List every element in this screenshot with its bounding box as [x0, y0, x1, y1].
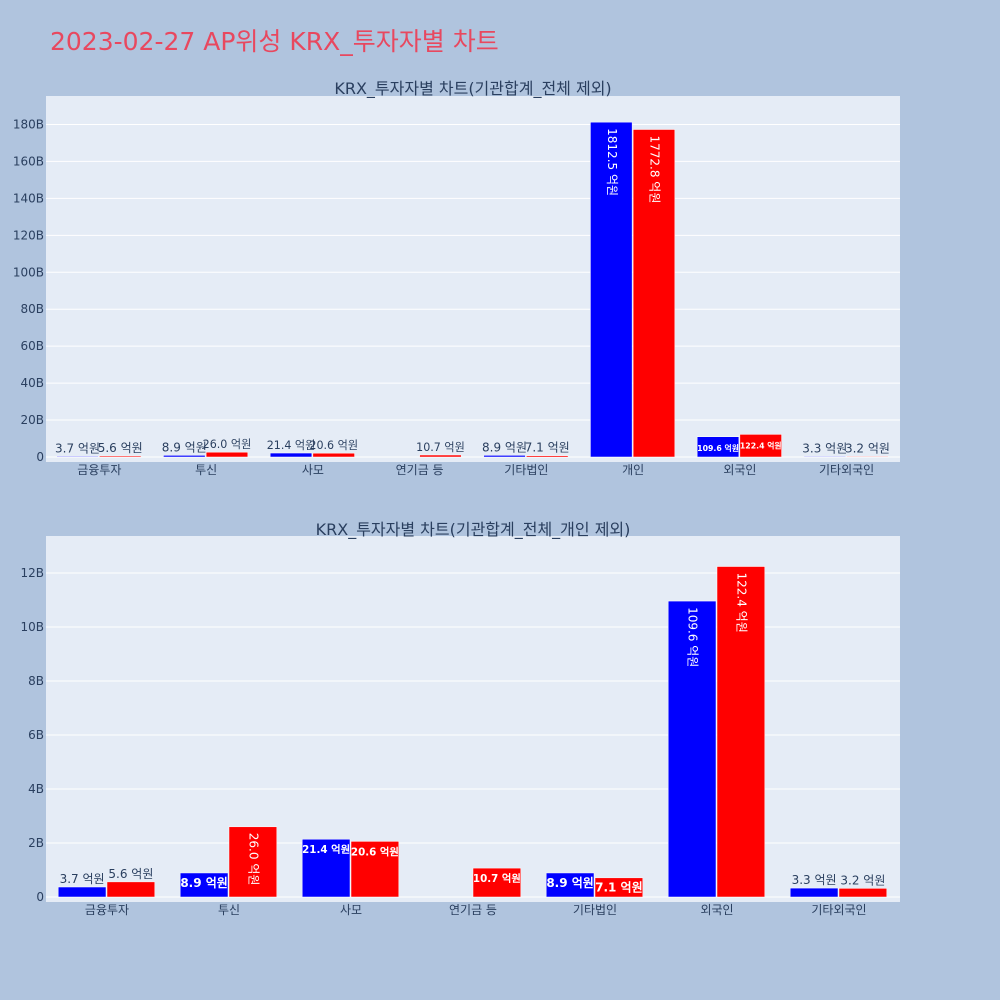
- top-data-label: 3.3 억원: [802, 441, 847, 455]
- top-bar: [99, 455, 142, 458]
- top-bar: [632, 129, 676, 458]
- top-bar: [696, 436, 740, 458]
- bottom-data-label: 3.3 억원: [792, 873, 837, 887]
- top-y-tick-label: 140B: [13, 191, 44, 205]
- bottom-bar: [57, 886, 107, 898]
- top-y-tick-label: 160B: [13, 154, 44, 168]
- bottom-y-tick-label: 10B: [20, 620, 44, 634]
- top-bar: [590, 121, 633, 458]
- bottom-y-tick-label: 2B: [28, 836, 44, 850]
- bottom-y-tick-label: 6B: [28, 728, 44, 742]
- top-bar: [846, 456, 889, 458]
- top-chart-title: KRX_투자자별 차트(기관합계_전체 제외): [334, 79, 611, 99]
- top-bar: [163, 455, 206, 458]
- top-bar: [56, 456, 99, 458]
- top-x-tick-label: 사모: [302, 463, 324, 477]
- top-data-label: 3.7 억원: [55, 441, 100, 455]
- top-x-tick-label: 개인: [622, 463, 644, 477]
- bottom-data-label: 7.1 억원: [595, 880, 643, 894]
- investor-chart-all: KRX_투자자별 차트(기관합계_전체 제외) 0 20B 40B 60B 80B 100B…: [13, 79, 900, 477]
- bottom-data-label: 8.9 억원: [546, 876, 594, 890]
- bottom-y-tick-label: 8B: [28, 674, 44, 688]
- bottom-x-tick-label: 투신: [218, 903, 240, 917]
- bottom-y-tick-label: 12B: [20, 566, 44, 580]
- bottom-plot-area: [46, 536, 900, 902]
- top-x-tick-label: 금융투자: [77, 463, 121, 477]
- top-data-label: 21.4 억원: [267, 439, 316, 452]
- bottom-data-label: 3.7 억원: [60, 872, 105, 886]
- bottom-y-tick-label: 4B: [28, 782, 44, 796]
- top-data-label: 1772.8 억원: [647, 135, 661, 203]
- bottom-chart-title: KRX_투자자별 차트(기관합계_전체_개인 제외): [316, 520, 631, 540]
- top-y-tick-label: 80B: [20, 302, 44, 316]
- top-y-tick-label: 60B: [20, 339, 44, 353]
- bottom-x-tick-label: 기타법인: [573, 903, 617, 917]
- bottom-y-tick-label: 0: [36, 890, 44, 904]
- top-bar: [483, 455, 526, 458]
- bottom-bar: [789, 887, 839, 898]
- top-plot-area: [46, 96, 900, 462]
- bottom-bar: [350, 841, 400, 898]
- top-y-tick-label: 40B: [20, 376, 44, 390]
- bottom-data-label: 20.6 억원: [351, 845, 399, 858]
- bottom-data-label: 122.4 억원: [734, 573, 748, 633]
- top-bar: [419, 454, 462, 458]
- bottom-x-tick-label: 금융투자: [85, 903, 129, 917]
- top-x-tick-label: 투신: [195, 463, 217, 477]
- bottom-bar: [228, 826, 278, 898]
- bottom-bar: [594, 877, 644, 898]
- top-y-tick-label: 0: [36, 450, 44, 464]
- bottom-bar: [545, 872, 595, 898]
- top-x-tick-label: 기타외국인: [819, 463, 874, 477]
- top-y-tick-label: 100B: [13, 265, 44, 279]
- top-data-label: 10.7 억원: [416, 441, 465, 454]
- bottom-data-label: 5.6 억원: [108, 867, 153, 881]
- bottom-bar: [179, 872, 229, 898]
- bottom-x-tick-label: 연기금 등: [449, 903, 497, 917]
- bottom-data-label: 10.7 억원: [473, 872, 521, 885]
- top-data-label: 7.1 억원: [525, 441, 570, 455]
- top-bar: [739, 434, 782, 458]
- top-bar: [803, 456, 846, 458]
- top-y-tick-label: 180B: [13, 117, 44, 131]
- top-data-label: 8.9 억원: [482, 440, 527, 454]
- top-bar: [526, 455, 569, 458]
- bottom-bar: [472, 867, 522, 898]
- top-data-label: 1812.5 억원: [605, 128, 619, 196]
- top-bar: [312, 452, 355, 458]
- top-data-label: 109.6 억원: [697, 443, 739, 453]
- investor-chart-excl-individual: KRX_투자자별 차트(기관합계_전체_개인 제외) 0 2B 4B 6B 8B 10B 12…: [20, 520, 900, 917]
- top-data-label: 8.9 억원: [162, 440, 207, 454]
- top-x-tick-label: 기타법인: [504, 463, 548, 477]
- bottom-bar: [301, 838, 351, 898]
- bottom-x-tick-label: 사모: [340, 903, 362, 917]
- top-y-tick-label: 120B: [13, 228, 44, 242]
- bottom-data-label: 3.2 억원: [840, 873, 885, 887]
- bottom-data-label: 26.0 억원: [246, 833, 260, 886]
- top-data-label: 122.4 억원: [740, 440, 782, 450]
- top-data-label: 26.0 억원: [203, 438, 252, 451]
- bottom-data-label: 8.9 억원: [180, 876, 228, 890]
- bottom-x-tick-label: 기타외국인: [811, 903, 866, 917]
- page-title: 2023-02-27 AP위성 KRX_투자자별 차트: [50, 27, 499, 56]
- top-y-tick-label: 20B: [20, 413, 44, 427]
- top-data-label: 3.2 억원: [845, 441, 890, 455]
- bottom-bar: [716, 566, 766, 898]
- bottom-data-label: 109.6 억원: [686, 607, 700, 667]
- top-data-label: 20.6 억원: [309, 439, 358, 452]
- bottom-bar: [838, 888, 888, 898]
- bottom-data-label: 21.4 억원: [302, 843, 350, 856]
- bottom-bar: [106, 881, 156, 898]
- bottom-x-tick-label: 외국인: [700, 903, 733, 917]
- top-bar: [205, 451, 249, 458]
- top-x-tick-label: 연기금 등: [396, 463, 444, 477]
- bottom-bar: [667, 600, 717, 898]
- top-data-label: 5.6 억원: [98, 441, 143, 455]
- top-bar: [269, 452, 313, 458]
- top-x-tick-label: 외국인: [723, 463, 756, 477]
